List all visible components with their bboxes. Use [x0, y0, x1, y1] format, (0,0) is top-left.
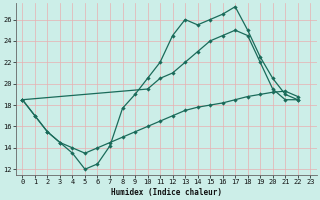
X-axis label: Humidex (Indice chaleur): Humidex (Indice chaleur) [111, 188, 222, 197]
